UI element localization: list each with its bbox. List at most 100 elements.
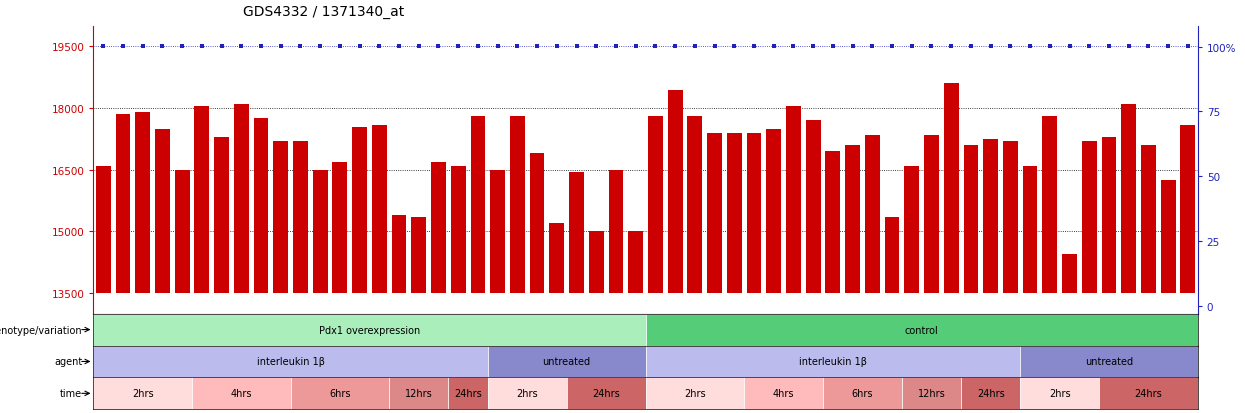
Point — [1138, 44, 1158, 51]
Text: 4hrs: 4hrs — [230, 388, 251, 399]
Bar — [727, 133, 742, 293]
Point — [370, 44, 390, 51]
Point — [527, 44, 547, 51]
Point — [981, 44, 1001, 51]
Point — [1178, 44, 1198, 51]
Bar — [192, 377, 290, 409]
Point — [705, 44, 725, 51]
Point — [901, 44, 921, 51]
Point — [350, 44, 370, 51]
Bar — [1180, 125, 1195, 293]
Bar — [646, 314, 1198, 346]
Text: agent: agent — [54, 356, 82, 367]
Point — [270, 44, 290, 51]
Bar — [647, 117, 662, 293]
Bar — [392, 216, 406, 293]
Bar — [154, 129, 169, 293]
Bar — [566, 377, 645, 409]
Point — [1020, 44, 1040, 51]
Bar — [745, 377, 823, 409]
Bar — [332, 162, 347, 293]
Bar — [747, 133, 762, 293]
Point — [645, 44, 665, 51]
Point — [488, 44, 508, 51]
Point — [863, 44, 883, 51]
Bar — [174, 170, 189, 293]
Text: 24hrs: 24hrs — [454, 388, 482, 399]
Bar — [667, 90, 682, 293]
Text: 6hrs: 6hrs — [329, 388, 351, 399]
Bar — [646, 377, 745, 409]
Bar — [448, 377, 488, 409]
Point — [468, 44, 488, 51]
Point — [665, 44, 685, 51]
Bar — [529, 154, 544, 293]
Point — [547, 44, 566, 51]
Bar — [116, 115, 131, 293]
Point — [508, 44, 528, 51]
Text: time: time — [60, 388, 82, 399]
Bar — [707, 133, 722, 293]
Point — [330, 44, 350, 51]
Point — [93, 44, 113, 51]
Bar — [372, 125, 387, 293]
Bar — [646, 346, 1020, 377]
Text: untreated: untreated — [543, 356, 590, 367]
Text: 12hrs: 12hrs — [918, 388, 945, 399]
Bar — [488, 377, 566, 409]
Bar — [629, 232, 644, 293]
Bar — [93, 314, 646, 346]
Bar — [984, 140, 998, 293]
Bar — [390, 377, 448, 409]
Text: interleukin 1β: interleukin 1β — [256, 356, 325, 367]
Bar — [609, 170, 624, 293]
Bar — [312, 170, 327, 293]
Point — [745, 44, 764, 51]
Bar — [510, 117, 524, 293]
Bar — [924, 135, 939, 293]
Point — [408, 44, 428, 51]
Bar — [865, 135, 880, 293]
Bar — [1020, 377, 1099, 409]
Text: 2hrs: 2hrs — [132, 388, 153, 399]
Point — [725, 44, 745, 51]
Point — [763, 44, 783, 51]
Point — [823, 44, 843, 51]
Bar — [569, 172, 584, 293]
Point — [606, 44, 626, 51]
Point — [448, 44, 468, 51]
Point — [1119, 44, 1139, 51]
Bar — [194, 107, 209, 293]
Bar — [549, 224, 564, 293]
Point — [685, 44, 705, 51]
Point — [251, 44, 271, 51]
Point — [1001, 44, 1021, 51]
Text: 2hrs: 2hrs — [684, 388, 706, 399]
Bar — [93, 377, 192, 409]
Point — [1079, 44, 1099, 51]
Bar — [687, 117, 702, 293]
Bar — [806, 121, 820, 293]
Point — [212, 44, 232, 51]
Bar — [825, 152, 840, 293]
Bar — [293, 142, 308, 293]
Bar — [352, 127, 367, 293]
Text: 24hrs: 24hrs — [1134, 388, 1163, 399]
Bar — [1003, 142, 1017, 293]
Text: GDS4332 / 1371340_at: GDS4332 / 1371340_at — [243, 5, 405, 19]
Bar — [944, 84, 959, 293]
Point — [961, 44, 981, 51]
Point — [1059, 44, 1079, 51]
Bar — [1160, 180, 1175, 293]
Text: 2hrs: 2hrs — [517, 388, 538, 399]
Bar — [1099, 377, 1198, 409]
Bar — [845, 146, 860, 293]
Bar — [1022, 166, 1037, 293]
Point — [232, 44, 251, 51]
Point — [290, 44, 310, 51]
Point — [803, 44, 823, 51]
Bar — [471, 117, 486, 293]
Bar — [964, 146, 979, 293]
Bar — [1082, 142, 1097, 293]
Text: untreated: untreated — [1084, 356, 1133, 367]
